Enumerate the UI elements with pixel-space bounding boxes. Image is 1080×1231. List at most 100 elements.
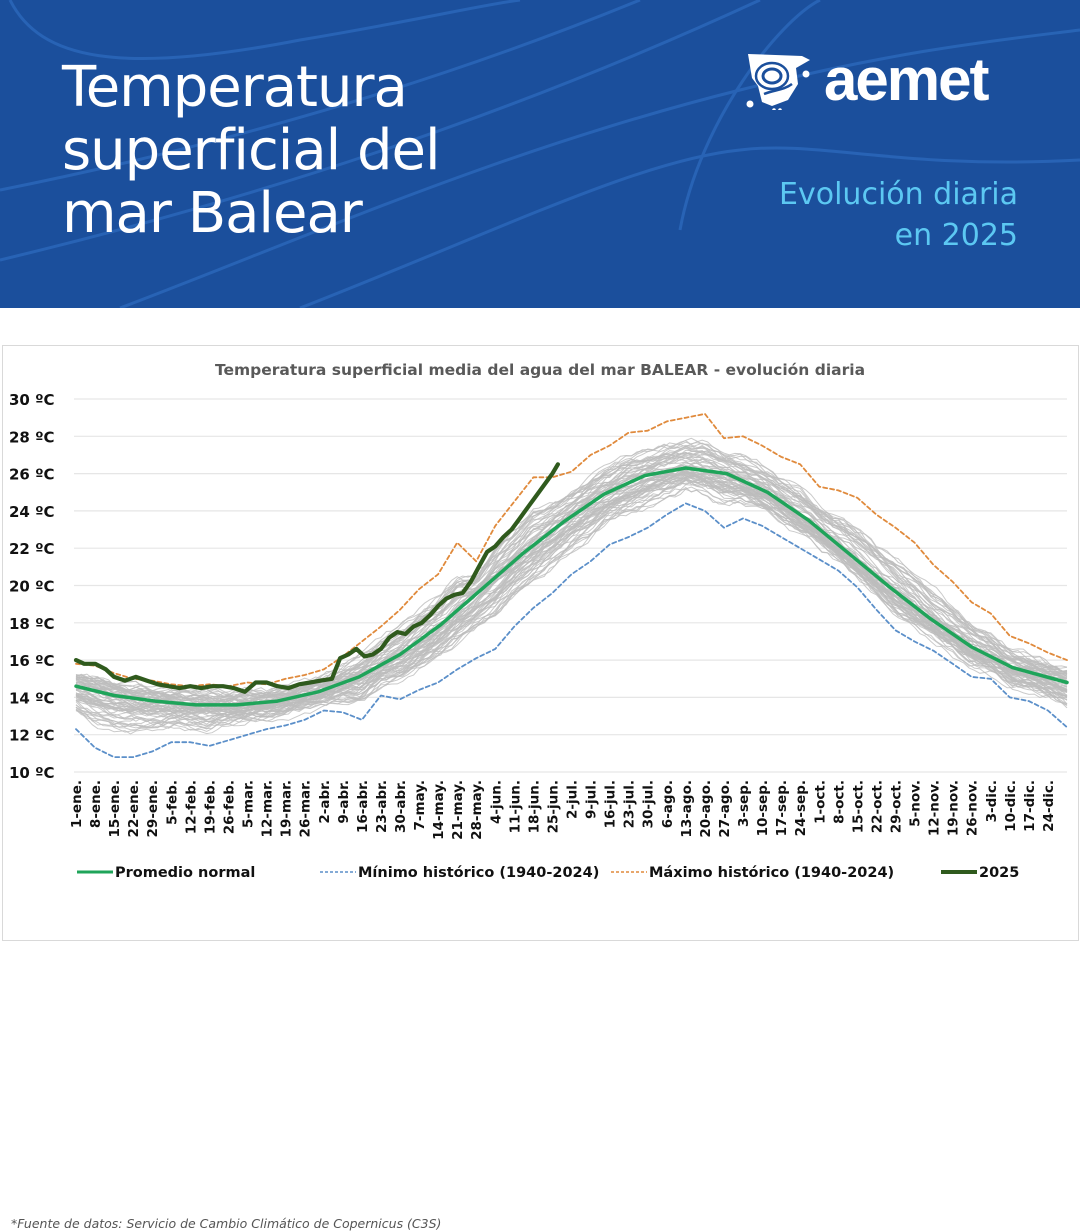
x-tick-label: 1-oct. <box>812 780 828 824</box>
subtitle-line: en 2025 <box>894 218 1018 253</box>
x-tick-label: 26-mar. <box>298 780 314 837</box>
y-tick-label: 14 ºC <box>9 689 55 707</box>
x-tick-label: 12-nov. <box>927 780 943 836</box>
source-note: *Fuente de datos: Servicio de Cambio Cli… <box>11 1216 442 1231</box>
x-tick-label: 26-feb. <box>221 780 237 834</box>
x-tick-label: 9-jul. <box>584 780 600 819</box>
y-tick-label: 22 ºC <box>9 540 55 558</box>
historical-year-line <box>75 447 1068 707</box>
x-tick-label: 1-ene. <box>69 780 85 828</box>
historical-year-line <box>75 471 1068 714</box>
x-tick-label: 18-jun. <box>526 780 542 833</box>
page-title: Temperatura superficial del mar Balear <box>62 55 441 246</box>
x-tick-label: 22-ene. <box>126 780 142 837</box>
historical-year-line <box>75 479 1068 725</box>
aemet-spain-map-logo-icon <box>746 54 810 110</box>
x-tick-label: 28-may. <box>469 780 485 840</box>
x-tick-label: 10-dic. <box>1003 780 1019 832</box>
series-lines <box>73 413 1069 759</box>
x-tick-label: 11-jun. <box>507 780 523 833</box>
x-tick-label: 7-may. <box>412 780 428 830</box>
aemet-logo: aemet <box>744 46 989 113</box>
x-tick-label: 29-oct. <box>888 780 904 833</box>
decorative-wave-lines <box>0 0 1080 308</box>
historical-year-line <box>75 444 1068 703</box>
legend-label: Mínimo histórico (1940-2024) <box>358 865 599 881</box>
x-tick-label: 19-mar. <box>279 780 295 837</box>
x-tick-label: 6-ago. <box>660 780 676 828</box>
x-tick-label: 14-may. <box>431 780 447 840</box>
x-tick-label: 21-may. <box>450 780 466 840</box>
series-line-m-nimo-hist-rico-1940-2024 <box>75 502 1068 759</box>
x-tick-label: 2-jul. <box>565 780 581 819</box>
y-tick-label: 18 ºC <box>9 615 55 633</box>
y-axis-tick-labels: 10 ºC 12 ºC 14 ºC 16 ºC 18 ºC 20 ºC 22 ºC 24 ºC… <box>9 391 55 782</box>
historical-year-line <box>75 437 1068 705</box>
y-tick-label: 20 ºC <box>9 578 55 596</box>
x-tick-label: 22-oct. <box>869 780 885 833</box>
historical-year-line <box>75 442 1068 702</box>
x-tick-label: 23-jul. <box>622 780 638 828</box>
x-tick-label: 26-nov. <box>965 780 981 836</box>
sst-line-chart: Temperatura superficial media del agua d… <box>9 361 1069 881</box>
gridlines <box>74 398 1067 773</box>
x-tick-label: 23-abr. <box>374 780 390 833</box>
x-tick-label: 3-dic. <box>984 780 1000 822</box>
historical-year-line <box>75 474 1068 714</box>
title-line: superficial del <box>62 118 441 183</box>
historical-year-line <box>75 442 1068 702</box>
chart-container: Temperatura superficial media del agua d… <box>2 345 1079 1231</box>
subtitle: Evolución diaria en 2025 <box>779 174 1018 256</box>
x-tick-label: 16-jul. <box>603 780 619 828</box>
historical-year-line <box>75 442 1068 698</box>
chart-title: Temperatura superficial media del agua d… <box>215 361 865 379</box>
historical-year-line <box>75 463 1068 709</box>
historical-year-line <box>75 455 1068 707</box>
x-tick-label: 27-ago. <box>717 780 733 838</box>
historical-year-line <box>75 452 1068 710</box>
x-tick-label: 3-sep. <box>736 780 752 827</box>
series-line-promedio-normal <box>74 466 1069 707</box>
x-tick-label: 5-mar. <box>241 780 257 828</box>
x-tick-label: 30-jul. <box>641 780 657 828</box>
x-tick-label: 19-nov. <box>946 780 962 836</box>
title-line: mar Balear <box>62 181 363 246</box>
x-tick-label: 24-dic. <box>1041 780 1057 832</box>
historical-year-line <box>75 439 1068 704</box>
x-tick-label: 8-ene. <box>88 780 104 828</box>
x-tick-label: 24-sep. <box>793 780 809 836</box>
logo-text: aemet <box>824 46 989 113</box>
x-tick-label: 15-ene. <box>107 780 123 837</box>
y-tick-label: 24 ºC <box>9 503 55 521</box>
legend-label: Máximo histórico (1940-2024) <box>649 865 894 881</box>
y-tick-label: 28 ºC <box>9 428 55 446</box>
x-tick-label: 29-ene. <box>145 780 161 837</box>
historical-year-line <box>75 451 1068 703</box>
x-tick-label: 15-oct. <box>850 780 866 833</box>
legend-label: 2025 <box>979 865 1019 881</box>
x-tick-label: 12-feb. <box>183 780 199 834</box>
y-tick-label: 10 ºC <box>9 764 55 782</box>
x-tick-label: 9-abr. <box>336 780 352 824</box>
x-tick-label: 17-sep. <box>774 780 790 836</box>
x-tick-label: 17-dic. <box>1022 780 1038 832</box>
series-line-m-ximo-hist-rico-1940-2024 <box>75 413 1068 688</box>
historical-year-line <box>75 468 1067 715</box>
x-tick-label: 25-jun. <box>545 780 561 833</box>
y-tick-label: 26 ºC <box>9 466 55 484</box>
title-line: Temperatura <box>62 55 408 120</box>
y-tick-label: 30 ºC <box>9 391 55 409</box>
x-tick-label: 20-ago. <box>698 780 714 838</box>
historical-year-line <box>75 486 1068 733</box>
y-tick-label: 16 ºC <box>9 652 55 670</box>
historical-year-line <box>75 450 1068 700</box>
legend-label: Promedio normal <box>115 865 255 881</box>
historical-year-line <box>75 449 1068 705</box>
x-tick-label: 16-abr. <box>355 780 371 833</box>
subtitle-line: Evolución diaria <box>779 177 1018 212</box>
x-tick-label: 5-nov. <box>908 780 924 827</box>
x-tick-label: 19-feb. <box>202 780 218 834</box>
x-tick-label: 30-abr. <box>393 780 409 833</box>
x-tick-label: 13-ago. <box>679 780 695 838</box>
historical-year-line <box>75 440 1068 701</box>
